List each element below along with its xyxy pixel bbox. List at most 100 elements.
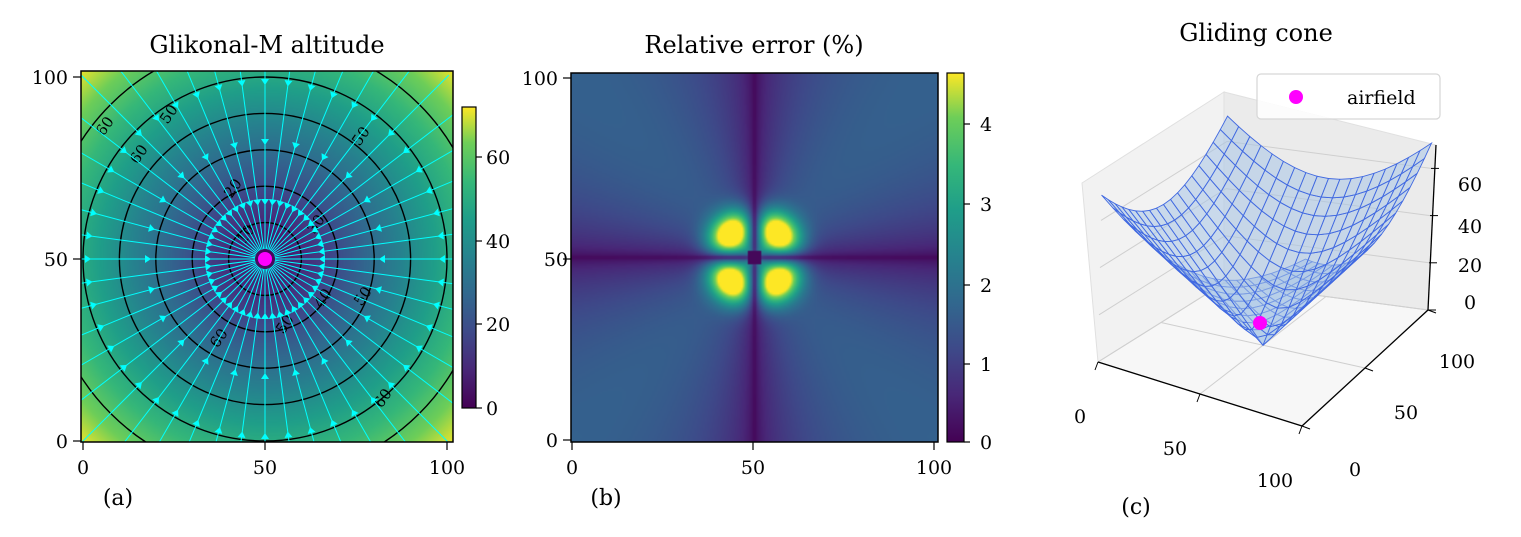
streamline-arrow <box>119 364 127 372</box>
streamline-arrow <box>86 278 93 287</box>
streamline-arrow <box>206 270 213 279</box>
streamline-arrow <box>370 397 378 405</box>
streamline-arrow <box>303 213 311 221</box>
streamline-arrow <box>219 297 227 305</box>
x-tick-label: 50 <box>741 457 765 479</box>
streamline-arrow <box>317 270 324 279</box>
colorbar-tick-label: 60 <box>486 147 510 169</box>
streamline-arrow <box>403 146 411 154</box>
streamline-arrow <box>214 219 223 227</box>
streamline-arrow <box>425 324 433 332</box>
streamline <box>186 71 262 250</box>
x-tick-label: 50 <box>253 457 277 479</box>
streamline <box>158 267 261 442</box>
streamline <box>269 267 372 442</box>
y-tick-label: 0 <box>546 430 558 452</box>
streamline-arrow <box>375 286 382 294</box>
colorbar-tick-label: 4 <box>980 114 992 136</box>
panel-b-title: Relative error (%) <box>644 31 863 59</box>
streamline-arrow <box>134 382 142 390</box>
streamline <box>268 268 342 442</box>
streamline-arrow <box>375 224 382 232</box>
streamline-arrow <box>261 313 269 319</box>
streamline-arrow <box>230 142 238 149</box>
streamline <box>265 71 291 250</box>
streamline-arrow <box>152 397 160 405</box>
streamline-arrow <box>307 291 316 299</box>
streamline-arrow <box>318 262 326 271</box>
streamline-arrow <box>192 91 200 99</box>
streamline-arrow <box>90 301 97 310</box>
colorbar-tick-label: 1 <box>980 354 992 376</box>
streamline-arrow <box>148 286 155 294</box>
streamline-arrow <box>219 213 227 221</box>
streamline-arrow <box>177 171 185 179</box>
streamline <box>81 182 256 256</box>
streamline-arrow <box>214 84 223 91</box>
legend-airfield-marker <box>1289 90 1303 104</box>
panel-b-y-axis: 0 50 100 <box>522 68 571 452</box>
x-tick-label: 50 <box>1163 438 1187 460</box>
panel-a-title: Glikonal-M altitude <box>149 31 384 59</box>
x-tick <box>1196 393 1201 403</box>
surface-cell <box>1411 141 1433 168</box>
streamline-arrow <box>317 239 324 248</box>
colorbar-b <box>946 72 965 443</box>
z-tick-label: 0 <box>1464 292 1476 314</box>
y-tick-label: 0 <box>1349 459 1361 481</box>
panel-a-label: (a) <box>103 486 133 511</box>
streamline-arrow <box>433 208 440 217</box>
streamline <box>273 149 453 255</box>
streamline-arrow <box>415 345 423 353</box>
colorbar-tick-label: 0 <box>980 432 992 454</box>
streamline-arrow <box>205 255 211 263</box>
streamline-arrow <box>437 231 444 240</box>
streamline <box>267 71 316 250</box>
panel-a-frame <box>80 70 454 443</box>
streamline-arrow <box>433 301 440 310</box>
streamline-arrow <box>237 80 246 87</box>
streamline <box>240 268 265 442</box>
streamline-arrow <box>276 311 285 318</box>
streamline-arrow <box>237 431 246 438</box>
streamline-arrow <box>231 305 239 313</box>
streamline-arrow <box>253 198 262 206</box>
streamline-arrow <box>284 308 292 316</box>
streamline <box>239 71 265 250</box>
streamline <box>271 74 450 253</box>
streamline <box>270 266 407 442</box>
streamline-arrow <box>261 433 269 439</box>
streamline-arrow <box>268 312 277 320</box>
streamline <box>274 259 453 285</box>
streamline-arrow <box>245 311 254 318</box>
streamline-arrow <box>321 153 329 161</box>
colorbar-tick-label: 40 <box>486 231 510 253</box>
colorbar-tick-label: 2 <box>980 275 992 297</box>
streamline-arrow <box>208 232 216 240</box>
streamline-arrow <box>437 278 444 287</box>
streamline-arrow <box>351 409 359 417</box>
streamline-arrow <box>238 202 246 210</box>
streamline-arrow <box>415 165 423 173</box>
gliding-cone-surface <box>1101 115 1433 347</box>
colorbar-a <box>461 106 477 409</box>
y-tick <box>1301 425 1311 430</box>
panel-b-x-axis: 0 50 100 <box>566 442 952 479</box>
legend: airfield <box>1256 73 1441 120</box>
streamline-arrow <box>363 195 371 203</box>
streamline-arrow <box>206 239 213 248</box>
x-tick-label: 100 <box>1257 470 1293 492</box>
x-tick <box>1094 361 1099 371</box>
streamline <box>81 74 259 253</box>
streamline <box>272 264 453 404</box>
streamline-arrow <box>314 278 322 286</box>
x-tick-label: 0 <box>1074 406 1086 428</box>
x-tick <box>1298 425 1303 435</box>
legend-box <box>1256 73 1441 120</box>
streamline-arrow <box>311 285 319 293</box>
x-tick-label: 100 <box>916 457 952 479</box>
colorbar-tick-label: 20 <box>486 314 510 336</box>
streamline <box>155 71 261 251</box>
streamline-arrow <box>245 200 254 207</box>
streamline-arrow <box>119 146 127 154</box>
